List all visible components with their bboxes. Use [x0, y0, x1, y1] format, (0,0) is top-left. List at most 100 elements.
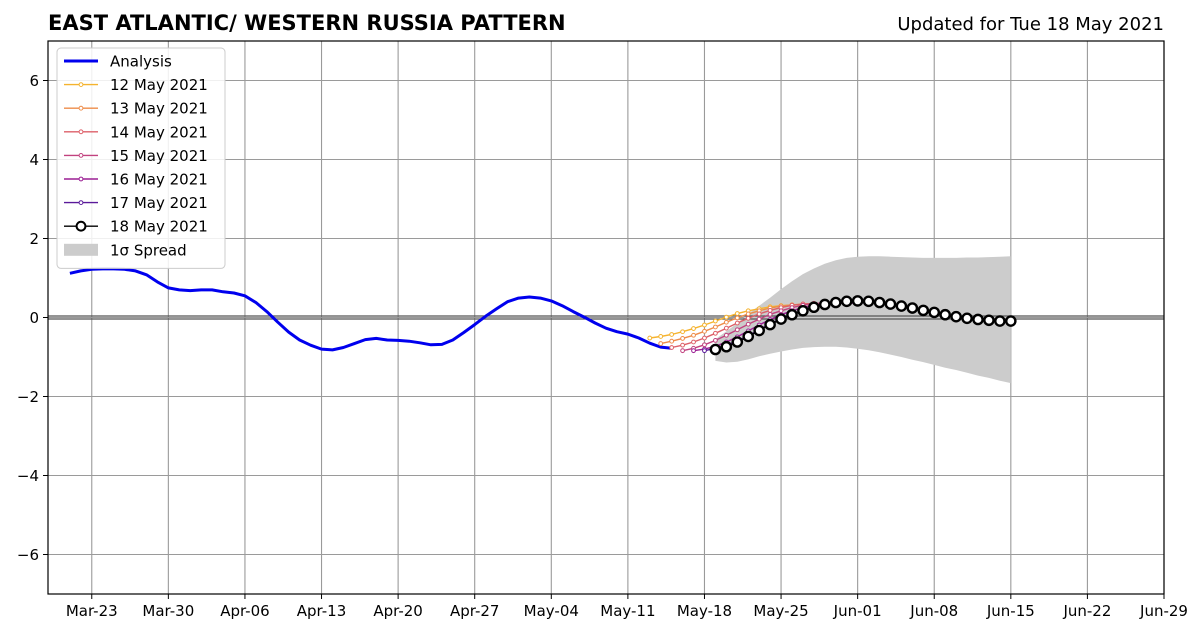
forecast-point — [734, 320, 740, 326]
forecast-point — [723, 332, 729, 338]
legend-label: 16 May 2021 — [110, 171, 208, 189]
y-tick-label: −2 — [17, 388, 39, 406]
forecast-point — [734, 315, 740, 321]
x-tick-label: May-04 — [524, 602, 579, 620]
x-tick-label: Apr-20 — [373, 602, 423, 620]
forecast-point — [767, 311, 773, 317]
x-tick-label: May-25 — [753, 602, 808, 620]
forecast-point — [702, 322, 707, 328]
legend-label: 12 May 2021 — [110, 76, 208, 94]
forecast-point — [723, 314, 729, 320]
forecast-point — [723, 325, 729, 331]
legend-swatch-marker — [78, 129, 84, 135]
x-tick-label: Jun-01 — [833, 602, 882, 620]
latest-forecast-point — [983, 314, 995, 327]
latest-forecast-point — [829, 296, 842, 309]
latest-forecast-point — [972, 313, 984, 326]
legend-swatch-marker — [78, 200, 84, 206]
legend-swatch-marker — [78, 153, 84, 158]
forecast-point — [702, 342, 707, 348]
latest-forecast-point — [873, 296, 886, 309]
forecast-point — [756, 316, 762, 322]
forecast-point — [669, 338, 675, 344]
legend-swatch-marker — [78, 82, 84, 87]
y-axis-ticks: −6 −4 −2 0 2 4 6 — [17, 72, 48, 564]
forecast-point — [745, 311, 751, 317]
latest-forecast-point — [928, 306, 941, 319]
x-tick-label: Mar-30 — [142, 602, 194, 620]
chart-subtitle: Updated for Tue 18 May 2021 — [897, 14, 1164, 35]
latest-forecast-series — [709, 295, 1017, 356]
x-tick-label: Apr-27 — [450, 602, 500, 620]
latest-forecast-point — [895, 300, 908, 312]
forecast-point — [723, 319, 729, 325]
forecast-point — [767, 307, 773, 313]
latest-forecast-point — [819, 298, 831, 311]
latest-forecast-point — [786, 308, 798, 321]
forecast-point — [756, 311, 762, 317]
x-tick-label: May-18 — [677, 602, 732, 620]
forecast-point — [713, 324, 718, 330]
forecast-point — [680, 329, 685, 335]
latest-forecast-point — [906, 302, 919, 314]
latest-forecast-point — [808, 301, 820, 314]
forecast-point — [680, 336, 685, 341]
latest-forecast-point — [731, 336, 744, 348]
legend-label: 18 May 2021 — [110, 218, 208, 236]
legend-label: 17 May 2021 — [110, 194, 208, 212]
latest-forecast-point — [764, 318, 776, 331]
latest-forecast-point — [753, 324, 765, 337]
legend-swatch-spread — [64, 243, 98, 256]
x-tick-label: Jun-29 — [1139, 602, 1188, 620]
forecast-point — [691, 332, 696, 338]
y-tick-label: 0 — [29, 309, 39, 327]
forecast-point — [745, 321, 751, 327]
latest-forecast-point — [851, 295, 864, 307]
legend-swatch-marker — [78, 105, 84, 111]
latest-forecast-point — [742, 330, 755, 343]
forecast-point — [647, 335, 653, 341]
forecast-point — [691, 339, 696, 345]
forecast-point — [691, 326, 696, 331]
forecast-point — [734, 311, 740, 316]
latest-forecast-point — [961, 312, 973, 325]
latest-forecast-point — [709, 343, 722, 356]
forecast-point — [702, 335, 707, 341]
forecast-point — [680, 342, 685, 348]
legend-label: 15 May 2021 — [110, 147, 208, 165]
forecast-line — [671, 302, 836, 349]
legend-label: 14 May 2021 — [110, 123, 208, 141]
forecast-point — [778, 308, 784, 314]
legend-label: 1σ Spread — [110, 241, 187, 259]
y-tick-label: 4 — [29, 151, 39, 169]
x-tick-label: Jun-15 — [986, 602, 1035, 620]
forecast-point — [658, 334, 664, 339]
y-tick-label: 6 — [29, 72, 39, 90]
y-tick-label: −6 — [17, 546, 39, 564]
latest-forecast-point — [720, 340, 733, 353]
forecast-point — [702, 348, 707, 354]
forecast-point — [680, 348, 685, 354]
forecast-point — [713, 338, 718, 343]
spread-band — [715, 256, 1011, 384]
legend-label: Analysis — [110, 53, 172, 71]
forecast-point — [702, 328, 707, 334]
x-tick-label: Jun-08 — [909, 602, 958, 620]
legend-box — [56, 47, 226, 269]
latest-forecast-point — [1005, 315, 1017, 327]
forecast-point — [691, 348, 696, 354]
x-tick-label: May-11 — [600, 602, 655, 620]
analysis-series — [69, 267, 672, 352]
x-tick-label: Jun-22 — [1062, 602, 1111, 620]
legend: Analysis 12 May 2021 13 May 2021 14 May 202… — [56, 47, 226, 269]
analysis-line — [69, 267, 672, 352]
latest-forecast-point — [950, 310, 962, 323]
forecast-point — [669, 345, 675, 350]
forecast-point — [713, 330, 718, 336]
chart-title: EAST ATLANTIC/ WESTERN RUSSIA PATTERN — [48, 11, 566, 35]
x-tick-label: Apr-13 — [297, 602, 347, 620]
y-tick-label: 2 — [29, 230, 39, 248]
y-tick-label: −4 — [17, 467, 39, 485]
